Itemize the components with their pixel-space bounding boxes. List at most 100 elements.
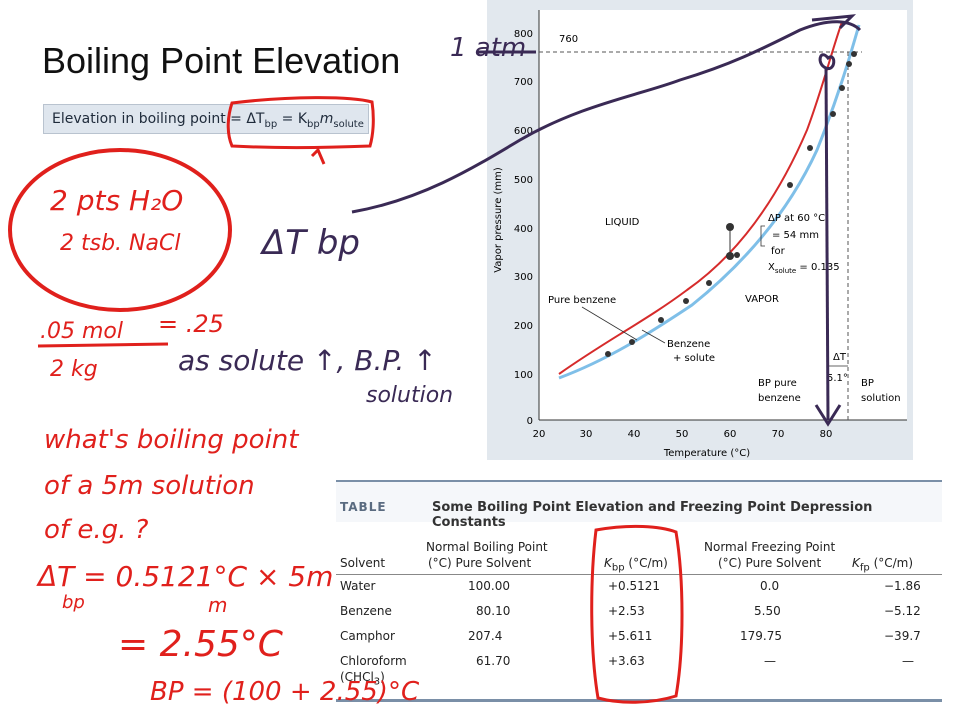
ink-bp-arrowhead xyxy=(814,404,842,427)
ink-equation-1-sub: bp xyxy=(62,592,85,613)
header-kfp: Kfp (°C/m) xyxy=(852,556,913,573)
ink-curve-arrow xyxy=(811,14,857,30)
pure-benzene-curve xyxy=(558,21,843,375)
data-point xyxy=(839,85,845,91)
dp-x-sub: solute xyxy=(775,267,796,275)
ink-equation-2: = 2.55°C xyxy=(118,624,284,665)
row-benzene-solvent: Benzene xyxy=(340,604,392,618)
x-tick-50: 50 xyxy=(676,429,689,440)
ink-fraction-top: .05 mol xyxy=(40,319,123,344)
label-pure-benzene: Pure benzene xyxy=(548,295,616,306)
header-nbp-1: Normal Boiling Point xyxy=(426,540,548,554)
ink-water-line: 2 pts H₂O xyxy=(50,184,183,217)
dt-label: ΔT xyxy=(833,352,847,363)
label-benzene-solute-1: Benzene xyxy=(667,339,710,350)
data-point xyxy=(658,317,664,323)
data-point xyxy=(726,252,734,260)
ink-question-2: of a 5m solution xyxy=(44,471,255,501)
ink-nacl-line: 2 tsb. NaCl xyxy=(60,231,180,256)
kfp-sub: fp xyxy=(859,562,870,574)
ink-equation-1: ΔT = 0.5121°C × 5m xyxy=(36,560,333,593)
dt-value: 5.1° xyxy=(827,373,848,384)
dp-line-4: Xsolute = 0.135 xyxy=(768,262,840,275)
ink-fraction-bar xyxy=(37,342,169,348)
chcl-end: ) xyxy=(380,670,385,684)
y-ticks: 0 100 200 300 400 500 600 700 800 xyxy=(514,29,533,427)
slide-title: Boiling Point Elevation xyxy=(42,40,401,81)
x-tick-20: 20 xyxy=(533,429,546,440)
dp-x-rest: = 0.135 xyxy=(796,262,839,273)
header-nbp-2: (°C) Pure Solvent xyxy=(428,556,532,570)
row-water-kfp: −1.86 xyxy=(884,579,921,593)
row-benzene-fp: 5.50 xyxy=(754,604,781,618)
data-point xyxy=(846,61,852,67)
data-point xyxy=(605,351,611,357)
header-nfp-1: Normal Freezing Point xyxy=(704,540,836,554)
ink-question-3: of e.g. ? xyxy=(44,515,149,545)
dp-line-2: = 54 mm xyxy=(772,230,819,241)
ink-bp-circle xyxy=(818,53,836,70)
formula-equals: = K xyxy=(277,111,308,127)
chcl-text: (CHCl xyxy=(340,670,374,684)
row-chloroform-solvent: Chloroform xyxy=(340,654,407,668)
formula-m: m xyxy=(319,111,334,127)
table-tag: TABLE xyxy=(340,500,387,514)
row-chloroform-kfp: — xyxy=(902,654,914,668)
data-point xyxy=(683,298,689,304)
table-bottom-rule xyxy=(336,699,942,702)
data-point xyxy=(787,182,793,188)
header-divider xyxy=(336,574,942,575)
data-point xyxy=(726,223,734,231)
bp-solution-label-1: BP xyxy=(861,378,874,389)
row-benzene-kbp: +2.53 xyxy=(608,604,645,618)
ink-formula-highlight xyxy=(226,96,375,149)
ink-equation-1-unit: m xyxy=(208,593,227,617)
formula-delta-sub: bp xyxy=(264,118,278,130)
ink-caret xyxy=(310,147,326,165)
y-tick-400: 400 xyxy=(514,224,533,235)
table-title: Some Boiling Point Elevation and Freezin… xyxy=(432,500,873,530)
ink-recipe-circle xyxy=(8,148,232,312)
row-chloroform-bp: 61.70 xyxy=(476,654,511,668)
row-water-kbp: +0.5121 xyxy=(608,579,661,593)
data-point xyxy=(629,339,635,345)
dp-line-3: for xyxy=(771,246,786,257)
y-tick-200: 200 xyxy=(514,321,533,332)
kbp-sub: bp xyxy=(611,562,625,574)
data-point xyxy=(706,280,712,286)
row-water-bp: 100.00 xyxy=(468,579,510,593)
y-axis-label: Vapor pressure (mm) xyxy=(493,167,504,273)
formula-k-sub: bp xyxy=(307,118,320,130)
row-camphor-bp: 207.4 xyxy=(468,629,503,643)
ink-fraction-bottom: 2 kg xyxy=(50,357,98,382)
data-point xyxy=(830,111,836,117)
ink-solution-word: solution xyxy=(366,383,453,408)
dp-x: X xyxy=(768,262,775,273)
row-benzene-bp: 80.10 xyxy=(476,604,511,618)
data-point xyxy=(851,51,857,57)
header-kbp: Kbp (°C/m) xyxy=(604,556,668,573)
x-tick-30: 30 xyxy=(580,429,593,440)
dp-line-1: ΔP at 60 °C xyxy=(768,213,825,224)
row-camphor-fp: 179.75 xyxy=(740,629,782,643)
row-camphor-solvent: Camphor xyxy=(340,629,395,643)
x-axis-label: Temperature (°C) xyxy=(663,448,750,459)
y-tick-0: 0 xyxy=(527,416,533,427)
label-benzene-solute-2: + solute xyxy=(673,353,715,364)
ink-vapor-curve xyxy=(351,20,862,214)
data-points xyxy=(605,51,857,357)
ink-kbp-highlight xyxy=(590,524,684,704)
vapor-pressure-chart: 0 100 200 300 400 500 600 700 800 Vapor … xyxy=(487,0,913,460)
row-chloroform-fp: — xyxy=(764,654,776,668)
constants-table: TABLE Some Boiling Point Elevation and F… xyxy=(336,480,942,702)
kfp-unit: (°C/m) xyxy=(869,556,914,570)
dp-bracket xyxy=(760,225,765,247)
y-tick-700: 700 xyxy=(514,77,533,88)
x-tick-40: 40 xyxy=(628,429,641,440)
data-point xyxy=(734,252,740,258)
x-tick-60: 60 xyxy=(724,429,737,440)
chcl-sub: 3 xyxy=(373,676,381,688)
label-liquid: LIQUID xyxy=(605,217,640,228)
ref-760-label: 760 xyxy=(559,34,578,45)
